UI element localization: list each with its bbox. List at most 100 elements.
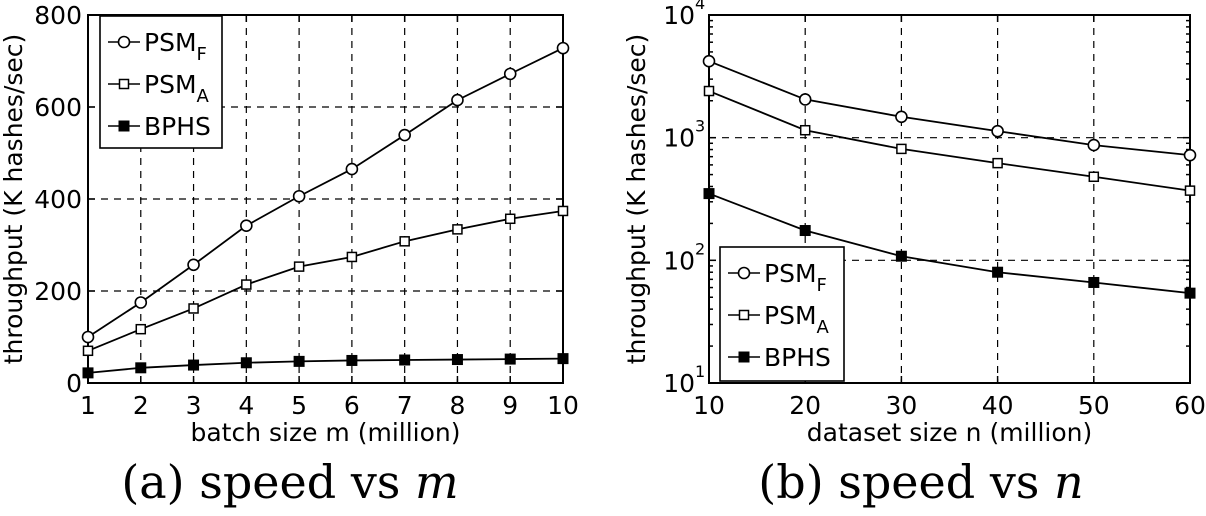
chart-caption: (b) speed vs n: [758, 455, 1083, 509]
data-point: [240, 357, 252, 369]
y-axis-label: throughput (K hashes/sec): [622, 34, 651, 365]
x-tick-label: 20: [789, 391, 821, 420]
y-tick-label: 10: [663, 369, 695, 398]
data-point: [135, 362, 147, 374]
data-point: [702, 54, 716, 68]
data-point: [557, 353, 569, 365]
legend-marker: [738, 309, 750, 321]
data-point: [292, 189, 306, 203]
data-point: [293, 355, 305, 367]
chart-caption: (a) speed vs m: [121, 455, 458, 509]
y-tick-exponent: 4: [695, 0, 705, 13]
x-axis-label: dataset size n (million): [807, 418, 1092, 447]
series-line-psma: [87, 210, 564, 352]
legend-label: PSM: [144, 70, 197, 99]
data-point: [504, 213, 516, 225]
x-tick-label: 9: [502, 391, 518, 420]
data-point: [82, 345, 94, 357]
legend-marker: [118, 120, 130, 132]
data-point: [799, 124, 811, 136]
data-point: [992, 266, 1004, 278]
legend-marker: [118, 78, 130, 90]
data-point: [451, 93, 464, 107]
y-tick-label: 10: [663, 246, 695, 275]
data-point: [188, 303, 199, 314]
x-tick-label: 1: [80, 391, 96, 420]
x-tick-label: 2: [133, 391, 149, 420]
data-point: [293, 261, 305, 272]
legend-label: PSM: [764, 259, 817, 288]
data-point: [798, 93, 812, 106]
chart-a: 1 2 3 4 5 6 7 8 9 10 0 200 400 600 800 batch size m (mi…: [0, 1, 579, 509]
legend-marker: [738, 351, 750, 363]
data-point: [1087, 138, 1101, 152]
legend-label-subscript: F: [817, 275, 827, 296]
data-point: [187, 258, 200, 272]
data-point: [452, 224, 463, 235]
y-tick-exponent: 2: [695, 239, 705, 258]
legend-label: PSM: [764, 301, 817, 330]
data-point: [703, 188, 715, 200]
y-tick-label: 0: [66, 369, 82, 398]
caption-text: (a) speed vs: [121, 455, 415, 509]
y-tick-label: 600: [34, 93, 82, 122]
x-tick-label: 40: [982, 391, 1014, 420]
data-point: [991, 124, 1004, 138]
x-tick-label: 5: [291, 391, 307, 420]
series-line-bphs: [708, 192, 1191, 295]
y-tick-label: 400: [34, 185, 82, 214]
y-tick-exponent: 1: [695, 362, 705, 381]
legend-label-subscript: A: [817, 317, 830, 338]
series-line-bphs: [87, 357, 564, 374]
data-point: [188, 359, 200, 371]
legend-label-subscript: F: [197, 44, 207, 65]
data-point: [82, 367, 94, 379]
data-point: [241, 279, 252, 290]
data-point: [556, 41, 570, 55]
series-line-psma: [708, 90, 1191, 192]
y-tick-label: 800: [34, 1, 82, 30]
x-tick-label: 10: [693, 391, 725, 420]
data-point: [1184, 185, 1196, 196]
x-tick-label: 7: [397, 391, 413, 420]
data-point: [451, 354, 463, 366]
y-tick-label: 10: [663, 124, 695, 153]
caption-variable: n: [1054, 455, 1084, 509]
series-line-psmf: [87, 47, 564, 338]
series-line-psmf: [708, 60, 1191, 157]
x-tick-label: 8: [449, 391, 465, 420]
x-tick-label: 6: [344, 391, 360, 420]
legend-label: PSM: [144, 28, 197, 57]
data-point: [399, 236, 410, 247]
y-axis-label: throughput (K hashes/sec): [0, 34, 28, 365]
data-point: [503, 67, 517, 81]
data-point: [895, 110, 908, 124]
y-tick-exponent: 3: [695, 117, 705, 136]
caption-text: (b) speed vs: [758, 455, 1054, 509]
x-tick-label: 3: [186, 391, 202, 420]
data-point: [345, 162, 359, 176]
data-point: [799, 225, 811, 237]
data-point: [240, 219, 253, 232]
legend-marker: [117, 35, 131, 49]
data-point: [135, 323, 147, 335]
x-tick-label: 4: [238, 391, 254, 420]
legend-label: BPHS: [764, 343, 831, 372]
data-point: [134, 296, 148, 309]
data-point: [895, 250, 907, 262]
data-point: [1183, 148, 1197, 162]
data-point: [81, 330, 95, 344]
data-point: [346, 251, 358, 263]
y-tick-label: 200: [34, 277, 82, 306]
data-point: [346, 354, 358, 366]
data-point: [1184, 287, 1196, 299]
legend-label: BPHS: [144, 112, 211, 141]
x-tick-label: 10: [547, 391, 579, 420]
data-point: [1088, 276, 1100, 288]
legend-marker: [737, 266, 751, 280]
x-tick-label: 50: [1078, 391, 1110, 420]
x-tick-label: 60: [1174, 391, 1206, 420]
data-point: [399, 354, 411, 366]
data-point: [992, 157, 1003, 169]
data-point: [398, 128, 411, 142]
